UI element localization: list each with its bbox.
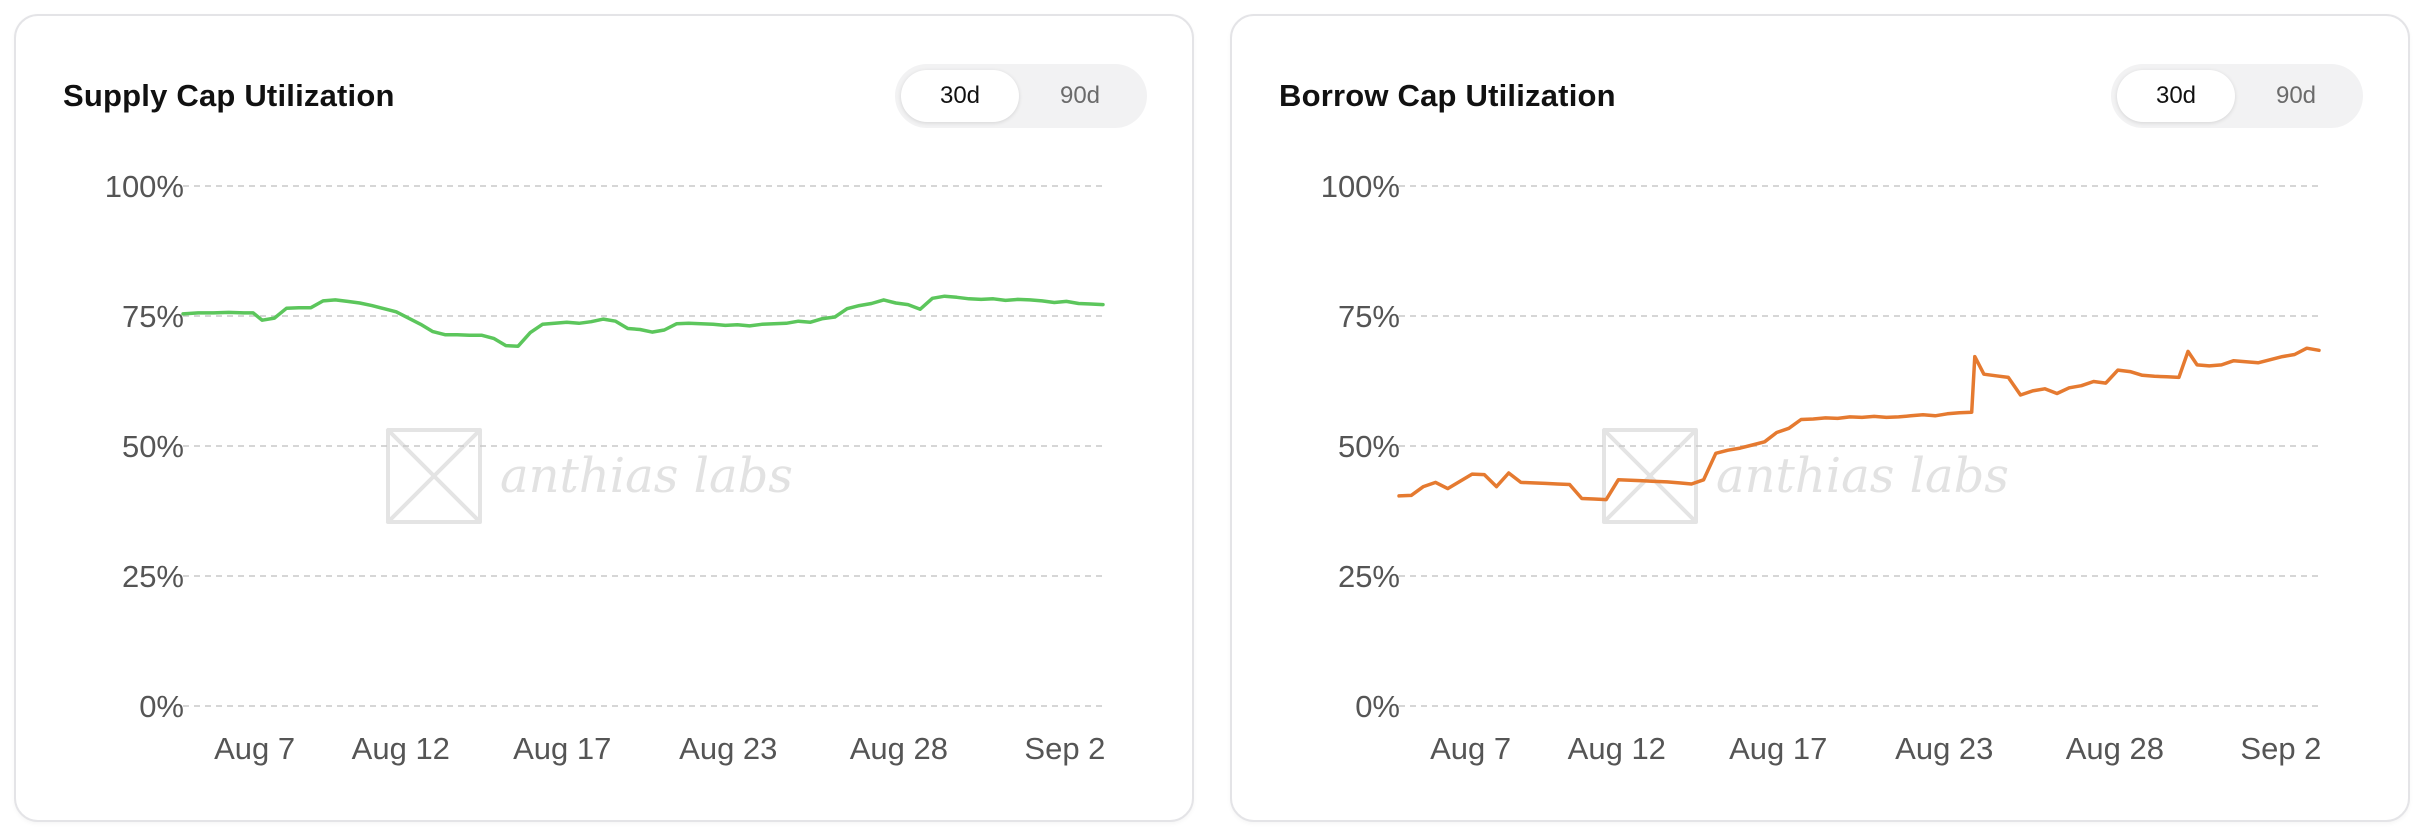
x-tick-label: Sep 2 [2240,731,2321,766]
range-toggle: 30d 90d [895,64,1147,128]
y-tick-label: 0% [139,689,184,724]
supply-cap-card: Supply Cap Utilization 30d 90d anthias l… [14,14,1194,822]
range-90d-button[interactable]: 90d [2237,70,2355,122]
x-tick-label: Aug 28 [2066,731,2164,766]
watermark: anthias labs [386,428,793,524]
card-title: Supply Cap Utilization [63,78,395,113]
y-tick-label: 75% [122,299,184,334]
x-tick-label: Aug 23 [1895,731,1993,766]
card-title: Borrow Cap Utilization [1279,78,1616,113]
series-line [1397,346,2321,502]
x-tick-label: Aug 12 [352,731,450,766]
borrow-cap-chart: anthias labs 0% 25% 50% 75% 100% Aug 7 Aug 12 Au… [1321,169,2322,766]
watermark-text: anthias labs [1716,448,2009,504]
watermark-text: anthias labs [500,448,793,504]
y-tick-label: 25% [1338,559,1400,594]
watermark-logo-icon [386,428,482,524]
y-tick-label: 50% [1338,429,1400,464]
x-tick-label: Sep 2 [1024,731,1105,766]
series-line [181,294,1105,348]
x-tick-label: Aug 17 [513,731,611,766]
y-tick-label: 100% [105,169,184,204]
borrow-cap-card: Borrow Cap Utilization 30d 90d anthias l… [1230,14,2410,822]
watermark: anthias labs [1602,428,2009,524]
y-tick-label: 25% [122,559,184,594]
y-tick-label: 50% [122,429,184,464]
range-90d-button[interactable]: 90d [1021,70,1139,122]
range-30d-button[interactable]: 30d [901,70,1019,122]
x-tick-label: Aug 7 [214,731,295,766]
supply-cap-chart: anthias labs 0% 25% 50% 75% 100% Aug 7 Aug 12 Au… [105,169,1106,766]
watermark-logo-icon [1602,428,1698,524]
y-tick-label: 0% [1355,689,1400,724]
x-tick-label: Aug 12 [1568,731,1666,766]
range-30d-button[interactable]: 30d [2117,70,2235,122]
x-tick-label: Aug 17 [1729,731,1827,766]
y-tick-label: 75% [1338,299,1400,334]
x-tick-label: Aug 23 [679,731,777,766]
x-tick-label: Aug 7 [1430,731,1511,766]
range-toggle: 30d 90d [2111,64,2363,128]
x-tick-label: Aug 28 [850,731,948,766]
y-tick-label: 100% [1321,169,1400,204]
